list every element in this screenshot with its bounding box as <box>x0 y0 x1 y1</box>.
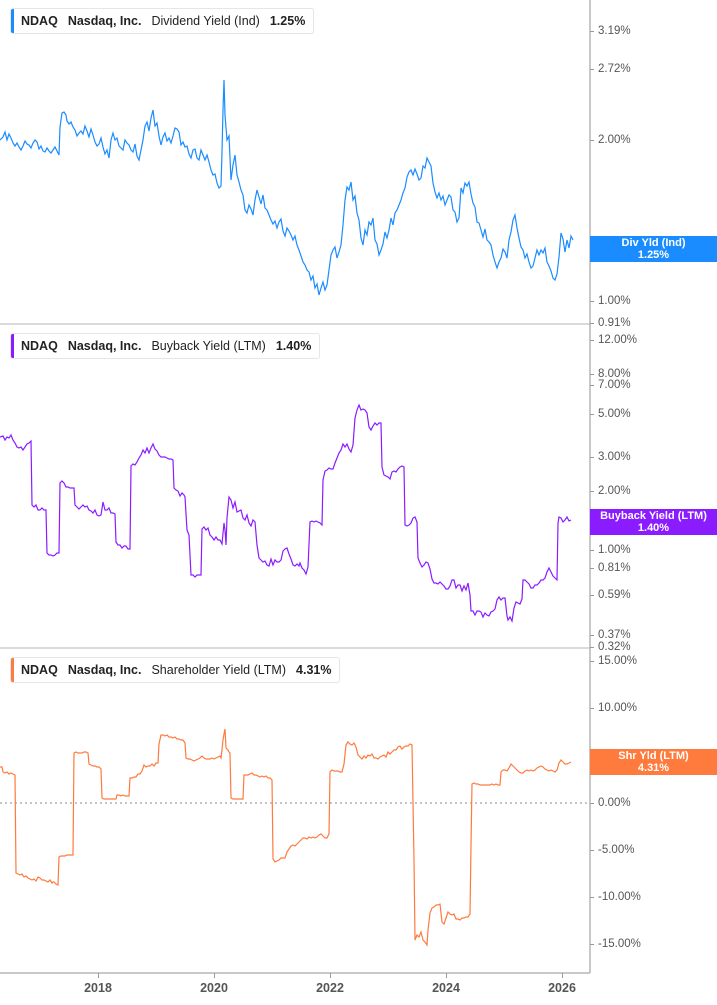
tick-mark <box>590 550 594 551</box>
metric-label: Dividend Yield (Ind) <box>151 14 260 28</box>
metric-value: 4.31% <box>296 663 332 677</box>
tick-mark <box>590 491 594 492</box>
y-tick-label: -5.00% <box>598 844 635 856</box>
x-tick-label: 2026 <box>548 981 576 995</box>
tick-mark <box>590 708 594 709</box>
tick-mark <box>590 31 594 32</box>
tick-mark <box>590 323 594 324</box>
y-tick-label: 15.00% <box>598 655 638 667</box>
x-tick-mark <box>98 973 99 978</box>
y-tick-label: 1.00% <box>598 544 631 556</box>
dividend-yield-panel: NDAQ Nasdaq, Inc. Dividend Yield (Ind) 1… <box>0 0 717 324</box>
tick-mark <box>590 897 594 898</box>
ticker-label: NDAQ <box>21 14 58 28</box>
ticker-label: NDAQ <box>21 339 58 353</box>
buyback-yield-flag: Buyback Yield (LTM) 1.40% <box>590 509 717 535</box>
y-tick-label: 5.00% <box>598 408 631 420</box>
shareholder-yield-flag: Shr Yld (LTM) 4.31% <box>590 749 717 775</box>
y-tick-label: 8.00% <box>598 368 631 380</box>
tick-mark <box>590 457 594 458</box>
shareholder-yield-legend[interactable]: NDAQ Nasdaq, Inc. Shareholder Yield (LTM… <box>10 657 341 683</box>
metric-label: Shareholder Yield (LTM) <box>151 663 287 677</box>
ticker-label: NDAQ <box>21 663 58 677</box>
y-tick-label: -10.00% <box>598 891 641 903</box>
flag-label: Div Yld (Ind) <box>621 237 686 249</box>
tick-mark <box>590 568 594 569</box>
y-tick-label: 1.00% <box>598 295 631 307</box>
tick-mark <box>590 340 594 341</box>
metric-value: 1.25% <box>269 14 306 28</box>
x-tick-label: 2022 <box>316 981 344 995</box>
buyback-yield-line <box>0 403 572 623</box>
company-label: Nasdaq, Inc. <box>67 663 142 677</box>
buyback-yield-panel: NDAQ Nasdaq, Inc. Buyback Yield (LTM) 1.… <box>0 324 717 648</box>
legend-color-bar <box>11 9 14 33</box>
shareholder-yield-line <box>0 728 572 947</box>
flag-label: Shr Yld (LTM) <box>618 750 689 762</box>
y-tick-label: 2.00% <box>598 485 631 497</box>
y-tick-label: 2.72% <box>598 63 631 75</box>
x-tick-label: 2024 <box>432 981 460 995</box>
tick-mark <box>590 661 594 662</box>
x-tick-label: 2020 <box>200 981 228 995</box>
buyback-yield-legend[interactable]: NDAQ Nasdaq, Inc. Buyback Yield (LTM) 1.… <box>10 333 321 359</box>
y-tick-label: 10.00% <box>598 702 638 714</box>
tick-mark <box>590 635 594 636</box>
legend-color-bar <box>11 658 14 682</box>
flag-value: 4.31% <box>637 762 670 774</box>
x-tick-mark <box>330 973 331 978</box>
tick-mark <box>590 140 594 141</box>
y-tick-label: 0.81% <box>598 562 631 574</box>
shareholder-yield-panel: NDAQ Nasdaq, Inc. Shareholder Yield (LTM… <box>0 648 717 973</box>
y-tick-label: 2.00% <box>598 134 631 146</box>
dividend-yield-flag: Div Yld (Ind) 1.25% <box>590 236 717 262</box>
dividend-yield-legend[interactable]: NDAQ Nasdaq, Inc. Dividend Yield (Ind) 1… <box>10 8 315 34</box>
y-tick-label: 3.00% <box>598 451 631 463</box>
y-tick-label: 0.91% <box>598 317 631 329</box>
company-label: Nasdaq, Inc. <box>67 14 142 28</box>
tick-mark <box>590 374 594 375</box>
tick-mark <box>590 385 594 386</box>
tick-mark <box>590 850 594 851</box>
legend-color-bar <box>11 334 14 358</box>
y-tick-label: 0.00% <box>598 797 631 809</box>
y-tick-label: 7.00% <box>598 379 631 391</box>
y-tick-label: 12.00% <box>598 334 638 346</box>
tick-mark <box>590 69 594 70</box>
y-tick-label: -15.00% <box>598 938 641 950</box>
metric-value: 1.40% <box>275 339 312 353</box>
metric-label: Buyback Yield (LTM) <box>151 339 266 353</box>
tick-mark <box>590 301 594 302</box>
y-tick-label: 3.19% <box>598 25 631 37</box>
dividend-yield-line <box>0 79 574 296</box>
company-label: Nasdaq, Inc. <box>67 339 142 353</box>
x-tick-mark <box>446 973 447 978</box>
y-tick-label: 0.32% <box>598 641 631 653</box>
x-tick-label: 2018 <box>84 981 112 995</box>
x-tick-mark <box>562 973 563 978</box>
tick-mark <box>590 803 594 804</box>
tick-mark <box>590 595 594 596</box>
flag-value: 1.25% <box>637 249 670 261</box>
x-tick-mark <box>214 973 215 978</box>
y-tick-label: 0.37% <box>598 629 631 641</box>
y-tick-label: 0.59% <box>598 589 631 601</box>
flag-value: 1.40% <box>637 522 670 534</box>
tick-mark <box>590 414 594 415</box>
flag-label: Buyback Yield (LTM) <box>600 510 707 522</box>
tick-mark <box>590 944 594 945</box>
tick-mark <box>590 647 594 648</box>
